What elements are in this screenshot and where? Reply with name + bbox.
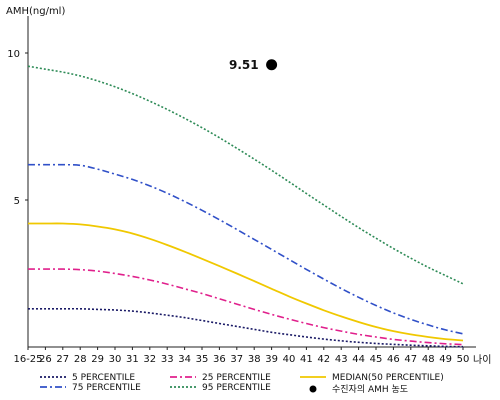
x-tick-label: 35	[196, 354, 209, 365]
y-tick-label: 5	[14, 196, 20, 207]
series-line-median-50-percentile	[28, 222, 464, 342]
legend-label: 5 PERCENTILE	[72, 373, 135, 383]
legend-swatch-point	[309, 385, 317, 393]
legend-item: 95 PERCENTILE	[170, 383, 271, 393]
series-line-25-percentile	[28, 268, 464, 346]
patient-amh-value-label: 9.51	[229, 58, 259, 72]
y-tick-label: 10	[7, 49, 20, 60]
legend-label: MEDIAN(50 PERCENTILE)	[332, 373, 444, 383]
patient-amh-point	[266, 59, 278, 71]
x-tick-label: 42	[317, 354, 330, 365]
x-axis-label: 나이	[473, 354, 491, 366]
x-tick-label: 48	[422, 354, 435, 365]
x-tick-label: 29	[91, 354, 104, 365]
x-tick-label: 43	[335, 354, 348, 365]
x-tick-label: 27	[56, 354, 69, 365]
legend: 5 PERCENTILE 25 PERCENTILE MEDIAN(50 PERCE…	[40, 373, 444, 395]
x-tick-label: 37	[230, 354, 243, 365]
x-tick-label: 32	[143, 354, 156, 365]
legend-item: MEDIAN(50 PERCENTILE)	[300, 373, 444, 383]
x-tick-label: 36	[213, 354, 226, 365]
legend-label: 25 PERCENTILE	[202, 373, 271, 383]
legend-label: 수진자의 AMH 농도	[332, 384, 408, 395]
series-line-75-percentile	[28, 163, 464, 335]
x-tick-label: 50	[457, 354, 470, 365]
legend-item: 75 PERCENTILE	[40, 383, 141, 393]
x-tick-label: 49	[439, 354, 452, 365]
x-tick-label: 44	[352, 354, 365, 365]
legend-item: 5 PERCENTILE	[40, 373, 135, 383]
x-tick-label: 16-25	[13, 354, 42, 365]
x-tick-label: 40	[283, 354, 296, 365]
series-line-95-percentile	[27, 65, 464, 285]
x-tick-label: 26	[39, 354, 52, 365]
x-tick-label: 38	[248, 354, 261, 365]
x-tick-label: 47	[404, 354, 417, 365]
legend-item: 수진자의 AMH 농도	[309, 384, 408, 395]
x-tick-label: 45	[370, 354, 383, 365]
legend-label: 95 PERCENTILE	[202, 383, 271, 393]
x-tick-label: 28	[74, 354, 87, 365]
series-layer	[27, 65, 464, 348]
series-line-5-percentile	[28, 307, 464, 348]
x-tick-label: 46	[387, 354, 400, 365]
x-tick-label: 33	[161, 354, 174, 365]
x-tick-label: 31	[126, 354, 139, 365]
x-tick-label: 34	[178, 354, 191, 365]
highlight-point-layer: 9.51	[229, 58, 278, 72]
legend-item: 25 PERCENTILE	[170, 373, 271, 383]
x-tick-label: 41	[300, 354, 313, 365]
y-axis-label: AMH(ng/ml)	[6, 6, 65, 17]
x-tick-label: 30	[109, 354, 122, 365]
legend-label: 75 PERCENTILE	[72, 383, 141, 393]
x-tick-label: 39	[265, 354, 278, 365]
